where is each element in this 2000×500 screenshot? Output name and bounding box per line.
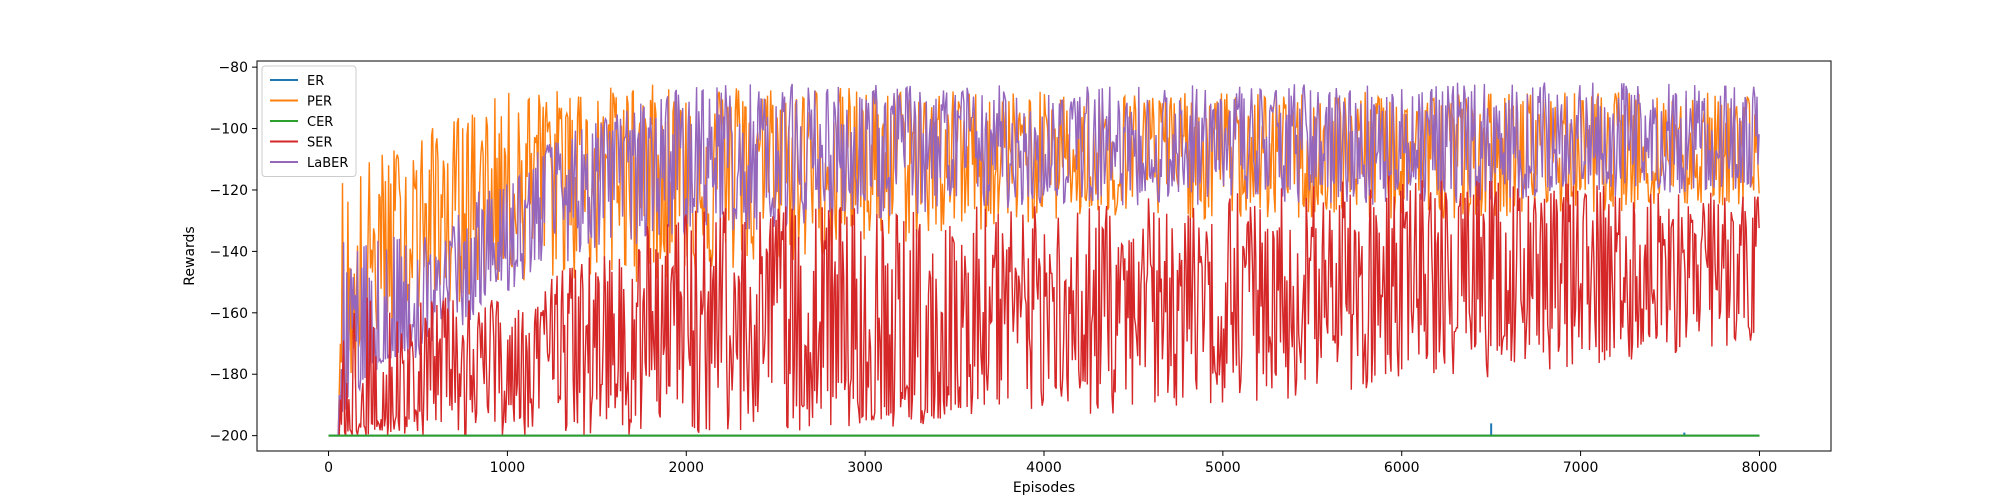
series-line-ser bbox=[328, 175, 1760, 437]
series-laber bbox=[328, 82, 1760, 437]
y-axis-label: Rewards bbox=[182, 226, 198, 285]
y-axis: −200 −180 −160 −140 −120 −100 −80 bbox=[210, 60, 257, 445]
series-line-per bbox=[328, 84, 1760, 437]
x-tick-label: 4000 bbox=[1026, 460, 1062, 476]
legend-label: PER bbox=[307, 95, 332, 110]
x-tick-label: 7000 bbox=[1563, 460, 1599, 476]
y-tick-label: −180 bbox=[210, 367, 248, 383]
x-axis: 0 1000 2000 3000 4000 5000 6000 7000 8000 bbox=[324, 451, 1777, 476]
x-tick-label: 2000 bbox=[668, 460, 704, 476]
legend: ER PER CER SER LaBER bbox=[261, 65, 357, 177]
x-tick-label: 6000 bbox=[1384, 460, 1420, 476]
x-tick-label: 5000 bbox=[1205, 460, 1241, 476]
y-tick-label: −80 bbox=[218, 60, 248, 76]
y-tick-label: −120 bbox=[210, 183, 248, 199]
legend-label: ER bbox=[307, 74, 324, 89]
series-er bbox=[328, 423, 1760, 437]
series-line-laber bbox=[328, 82, 1760, 437]
x-axis-label: Episodes bbox=[1013, 480, 1075, 496]
legend-label: SER bbox=[307, 136, 333, 151]
x-tick-label: 8000 bbox=[1742, 460, 1778, 476]
x-tick-label: 1000 bbox=[490, 460, 526, 476]
y-tick-label: −100 bbox=[210, 122, 248, 138]
x-tick-label: 0 bbox=[324, 460, 333, 476]
x-tick-label: 3000 bbox=[847, 460, 883, 476]
legend-label: CER bbox=[307, 115, 333, 130]
y-tick-label: −140 bbox=[210, 244, 248, 260]
y-tick-label: −160 bbox=[210, 306, 248, 322]
plot-area bbox=[328, 82, 1760, 437]
legend-label: LaBER bbox=[307, 156, 348, 171]
series-ser bbox=[328, 175, 1760, 437]
legend-box bbox=[261, 65, 357, 177]
series-per bbox=[328, 84, 1760, 437]
y-tick-label: −200 bbox=[210, 429, 248, 445]
